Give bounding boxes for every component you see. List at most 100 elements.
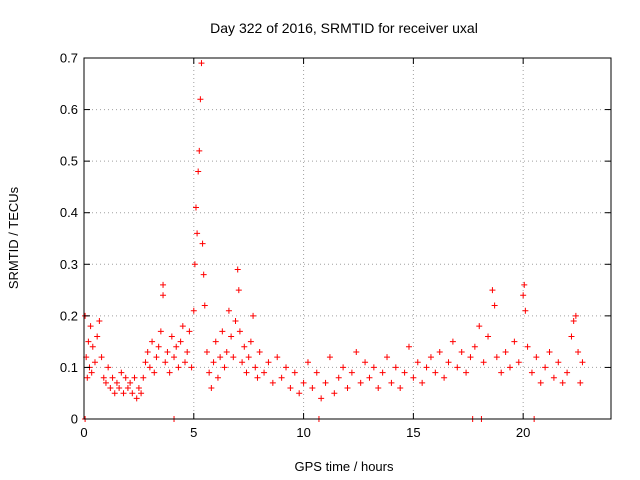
data-point bbox=[480, 359, 487, 366]
data-point bbox=[191, 261, 198, 268]
x-axis-label: GPS time / hours bbox=[295, 459, 394, 474]
y-axis-ticks: 0 0.1 0.2 0.3 0.4 0.5 0.6 0.7 bbox=[60, 51, 611, 427]
data-point bbox=[278, 374, 285, 381]
data-point bbox=[107, 385, 114, 392]
y-tick-label: 0 bbox=[71, 412, 78, 427]
data-point bbox=[326, 354, 333, 361]
data-point bbox=[436, 348, 443, 355]
data-point bbox=[192, 204, 199, 211]
data-point bbox=[463, 369, 470, 376]
data-point bbox=[254, 374, 261, 381]
data-point bbox=[528, 369, 535, 376]
data-point bbox=[265, 359, 272, 366]
data-point bbox=[550, 374, 557, 381]
y-tick-label: 0.4 bbox=[60, 205, 78, 220]
data-point bbox=[243, 369, 250, 376]
data-point bbox=[401, 369, 408, 376]
y-tick-label: 0.3 bbox=[60, 257, 78, 272]
x-tick-label: 20 bbox=[516, 425, 530, 440]
data-point bbox=[559, 379, 566, 386]
data-point bbox=[441, 374, 448, 381]
data-point bbox=[122, 374, 129, 381]
data-point bbox=[498, 369, 505, 376]
data-point bbox=[370, 364, 377, 371]
data-point bbox=[118, 369, 125, 376]
data-point bbox=[491, 302, 498, 309]
data-point bbox=[188, 364, 195, 371]
data-point bbox=[537, 379, 544, 386]
data-point bbox=[502, 348, 509, 355]
data-point bbox=[522, 307, 529, 314]
data-point bbox=[542, 364, 549, 371]
data-point bbox=[214, 374, 221, 381]
x-tick-label: 5 bbox=[190, 425, 197, 440]
plot-frame bbox=[83, 57, 612, 420]
x-tick-label: 10 bbox=[296, 425, 310, 440]
data-point bbox=[256, 348, 263, 355]
data-point bbox=[245, 354, 252, 361]
data-point bbox=[203, 348, 210, 355]
y-tick-label: 0.1 bbox=[60, 360, 78, 375]
data-point bbox=[375, 385, 382, 392]
data-point bbox=[296, 390, 303, 397]
data-point bbox=[239, 359, 246, 366]
data-point bbox=[572, 312, 579, 319]
data-point bbox=[177, 338, 184, 345]
data-point bbox=[127, 379, 134, 386]
data-point bbox=[151, 369, 158, 376]
data-point bbox=[521, 281, 528, 288]
data-point bbox=[221, 364, 228, 371]
data-point bbox=[120, 390, 127, 397]
y-tick-label: 0.7 bbox=[60, 51, 78, 66]
data-point bbox=[357, 379, 364, 386]
data-point bbox=[173, 343, 180, 350]
data-point bbox=[511, 338, 518, 345]
data-point bbox=[131, 374, 138, 381]
data-points bbox=[82, 60, 586, 422]
data-point bbox=[304, 359, 311, 366]
data-point bbox=[379, 369, 386, 376]
data-point bbox=[160, 292, 167, 299]
data-point bbox=[160, 281, 167, 288]
data-point bbox=[91, 359, 98, 366]
data-point bbox=[269, 379, 276, 386]
data-point bbox=[533, 354, 540, 361]
data-point bbox=[427, 354, 434, 361]
data-point bbox=[287, 385, 294, 392]
data-point bbox=[467, 354, 474, 361]
data-point bbox=[201, 302, 208, 309]
data-point bbox=[313, 369, 320, 376]
data-point bbox=[300, 379, 307, 386]
data-point bbox=[184, 348, 191, 355]
data-point bbox=[129, 390, 136, 397]
data-point bbox=[235, 287, 242, 294]
data-point bbox=[182, 359, 189, 366]
data-point bbox=[102, 379, 109, 386]
data-point bbox=[546, 348, 553, 355]
data-point bbox=[252, 364, 259, 371]
data-point bbox=[489, 287, 496, 294]
data-point bbox=[388, 379, 395, 386]
data-point bbox=[318, 395, 325, 402]
data-point bbox=[232, 318, 239, 325]
data-point bbox=[116, 385, 123, 392]
data-point bbox=[419, 379, 426, 386]
data-point bbox=[247, 338, 254, 345]
data-point bbox=[331, 390, 338, 397]
data-point bbox=[577, 379, 584, 386]
data-point bbox=[485, 333, 492, 340]
data-point bbox=[190, 307, 197, 314]
data-point bbox=[210, 359, 217, 366]
data-point bbox=[89, 343, 96, 350]
data-point bbox=[506, 364, 513, 371]
data-point bbox=[100, 374, 107, 381]
data-point bbox=[250, 312, 257, 319]
x-tick-label: 15 bbox=[406, 425, 420, 440]
data-point bbox=[198, 60, 205, 67]
data-point bbox=[476, 323, 483, 330]
data-point bbox=[219, 328, 226, 335]
data-point bbox=[340, 364, 347, 371]
data-point bbox=[234, 266, 241, 273]
data-point bbox=[206, 369, 213, 376]
data-point bbox=[85, 338, 92, 345]
